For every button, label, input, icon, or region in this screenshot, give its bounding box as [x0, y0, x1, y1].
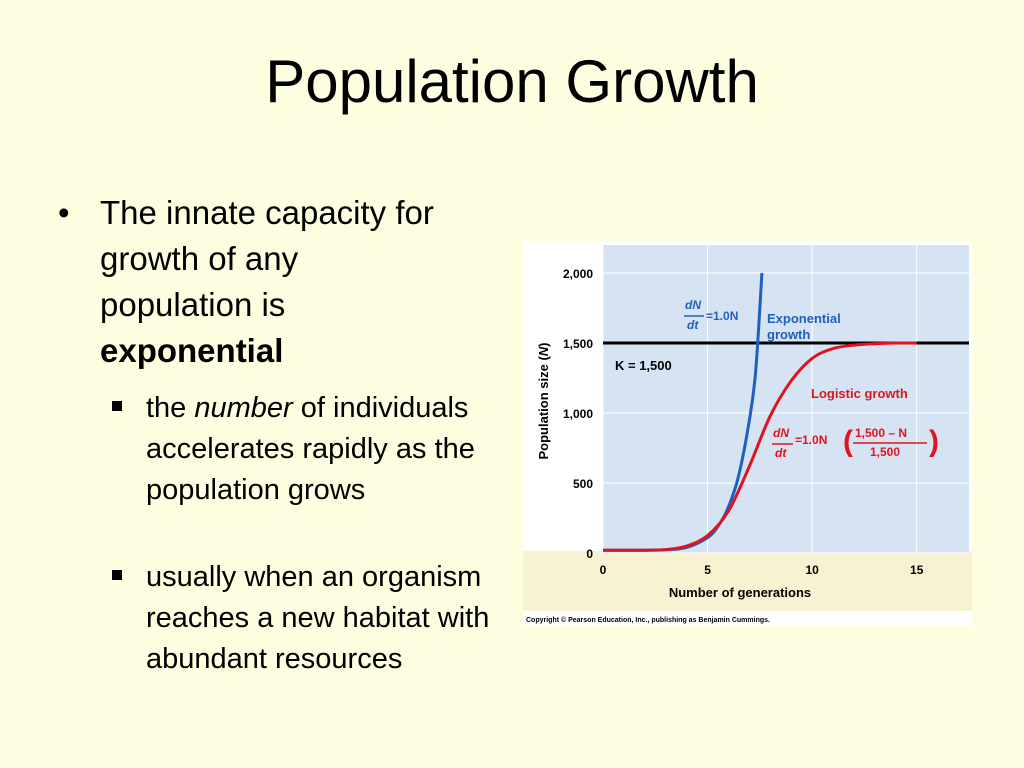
main-bullet-intro: The innate capacity for growth of any po…: [100, 194, 434, 323]
sub-bullet-2: usually when an organism reaches a new h…: [112, 557, 492, 688]
log-eq-frac-num: 1,500 – N: [855, 426, 907, 440]
exp-eq-rhs: =1.0N: [706, 309, 738, 323]
sub-bullet-1: the number of individuals accelerates ra…: [112, 388, 492, 519]
y-label-var: N: [536, 346, 551, 356]
population-growth-chart: 0 500 1,000 1,500 2,000 0 5 10 15 K = 1,500 Expo…: [523, 241, 972, 626]
logistic-growth-line: [602, 341, 917, 552]
log-eq-num: dN: [773, 426, 789, 440]
copyright-text: Copyright © Pearson Education, Inc., pub…: [526, 616, 770, 624]
slide-title: Population Growth: [265, 48, 759, 115]
sub1-post: of individuals accelerates rapidly as th…: [146, 392, 475, 506]
log-eq-paren-left: (: [843, 425, 853, 458]
log-eq-rhs: =1.0N: [795, 433, 827, 447]
sub-bullet-item: usually when an organism reaches a new h…: [112, 557, 492, 680]
exp-label-line1: Exponential: [767, 311, 841, 326]
x-axis-band: [523, 551, 972, 611]
y-label-main: Population size (: [536, 356, 551, 460]
sub-bullet-item: the number of individuals accelerates ra…: [112, 388, 492, 511]
exp-eq-den: dt: [687, 318, 699, 332]
sub-bullet-2-text: usually when an organism reaches a new h…: [146, 561, 490, 675]
y-tick-label: 1,000: [563, 407, 593, 421]
x-axis-label: Number of generations: [669, 585, 811, 600]
y-tick-label: 2,000: [563, 267, 593, 281]
exp-eq-num: dN: [685, 298, 701, 312]
k-label: K = 1,500: [615, 358, 672, 373]
sub1-em: number: [194, 392, 293, 424]
main-bullet: • The innate capacity for growth of any …: [58, 190, 458, 374]
main-bullet-text: The innate capacity for growth of any po…: [100, 190, 458, 374]
sub-bullet-1-text: the number of individuals accelerates ra…: [146, 388, 492, 511]
y-tick-label: 1,500: [563, 337, 593, 351]
square-bullet-icon: [112, 401, 122, 411]
log-label: Logistic growth: [811, 386, 908, 401]
x-tick-label: 10: [805, 563, 819, 577]
square-bullet-icon: [112, 570, 122, 580]
x-tick-label: 0: [600, 563, 607, 577]
bullet-dot: •: [58, 194, 70, 231]
y-tick-label: 500: [573, 477, 593, 491]
x-tick-label: 15: [910, 563, 924, 577]
sub1-pre: the: [146, 392, 195, 424]
exp-label-line2: growth: [767, 327, 810, 342]
plot-background: [603, 245, 969, 553]
grid-lines: [602, 245, 969, 554]
chart-svg: 0 500 1,000 1,500 2,000 0 5 10 15 K = 1,500 Expo…: [523, 245, 972, 624]
x-tick-label: 5: [704, 563, 711, 577]
tick-labels: 0 500 1,000 1,500 2,000 0 5 10 15: [563, 267, 924, 577]
log-eq-paren-right: ): [929, 425, 939, 458]
log-eq-den: dt: [775, 446, 787, 460]
y-axis-label: Population size (N): [536, 342, 551, 459]
y-tick-label: 0: [586, 547, 593, 561]
y-label-close: ): [536, 342, 551, 346]
main-bullet-emphasis: exponential: [100, 332, 284, 369]
log-eq-frac-den: 1,500: [870, 445, 900, 459]
